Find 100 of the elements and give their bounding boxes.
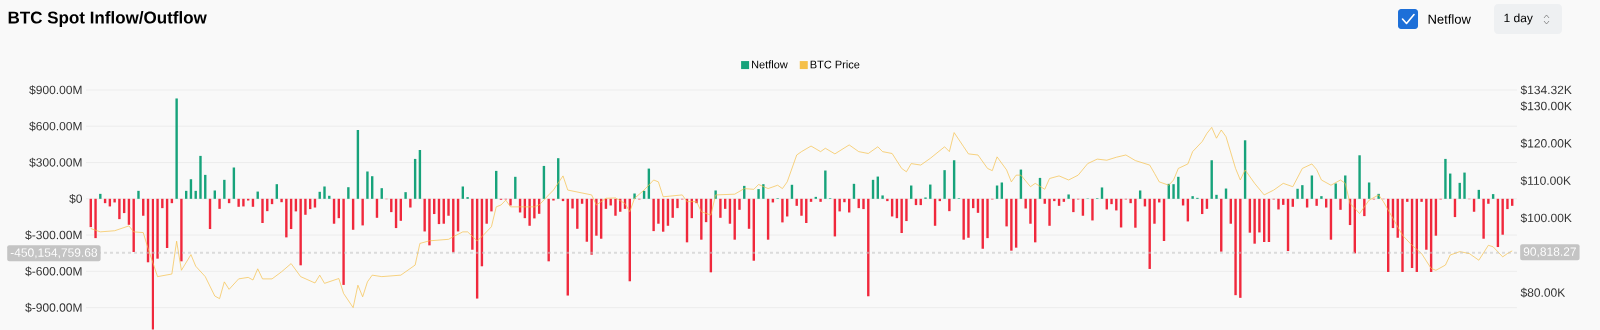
y2-tick-label: $100.00K (1520, 213, 1572, 223)
bar (838, 198, 841, 212)
bar (819, 198, 822, 202)
bar (1491, 194, 1495, 199)
bar (905, 198, 908, 222)
bar (1253, 198, 1256, 244)
bar (366, 171, 369, 199)
chart-title: BTC Spot Inflow/Outflow (8, 11, 207, 27)
bar (175, 98, 178, 199)
bar (1358, 155, 1361, 199)
bar (1129, 198, 1132, 204)
bar (886, 198, 889, 202)
bar (161, 198, 164, 209)
bar (1234, 198, 1237, 296)
bar (1315, 198, 1318, 206)
bar (490, 198, 493, 212)
bar (1091, 198, 1094, 221)
bar (1506, 198, 1509, 210)
bar (361, 198, 364, 226)
bar (1339, 198, 1342, 210)
bar (213, 190, 216, 199)
bar (285, 198, 288, 238)
bar (1425, 198, 1428, 250)
bar (948, 198, 951, 212)
bar (900, 198, 903, 234)
bar (323, 186, 326, 199)
bar (576, 198, 579, 229)
bar (223, 179, 226, 199)
bar (1463, 172, 1466, 199)
y-tick-label: $0 (69, 193, 83, 204)
bar (347, 187, 350, 199)
bar (118, 198, 121, 220)
bar (962, 198, 965, 240)
bar (404, 192, 407, 199)
bar (94, 198, 97, 239)
bar (409, 198, 412, 208)
text: Netflow (1428, 14, 1471, 24)
bar (299, 198, 302, 266)
y2-tick-label: $110.00K (1520, 175, 1571, 186)
y-tick-label: $300.00M (29, 157, 82, 168)
bar (1048, 198, 1051, 226)
bar (423, 198, 426, 232)
bar (719, 198, 722, 218)
bar (1191, 196, 1194, 199)
bar (1277, 198, 1280, 210)
bar (1487, 198, 1490, 204)
bar (781, 198, 784, 223)
y-tick-label: $600.00M (29, 121, 82, 132)
bar (1215, 194, 1218, 199)
bar (261, 198, 264, 223)
bar (590, 198, 593, 255)
bar (180, 198, 183, 262)
bar (280, 198, 283, 203)
text: 1 day (1504, 13, 1533, 25)
bar (1134, 198, 1137, 228)
bar (156, 198, 159, 259)
bar (1301, 185, 1304, 199)
bar (528, 198, 531, 226)
legend-label: Netflow (752, 60, 788, 69)
bar (862, 198, 865, 210)
bar (881, 195, 884, 199)
bar (113, 198, 116, 203)
bar (1239, 198, 1242, 298)
bar (428, 198, 431, 246)
bar (1258, 198, 1261, 233)
bar (1482, 198, 1485, 239)
bar (199, 155, 202, 199)
y2-tick-label: $120.00K (1520, 138, 1572, 149)
bar (1067, 194, 1070, 199)
bar (447, 198, 450, 216)
bar (304, 198, 307, 215)
y-tick-label: $-600.00M (25, 266, 82, 277)
bar (1296, 188, 1299, 199)
bar (99, 193, 102, 199)
bar (700, 198, 703, 240)
bar (657, 198, 660, 224)
bar (1005, 198, 1008, 227)
bar (843, 198, 846, 203)
bar (1053, 198, 1056, 202)
bar (595, 198, 598, 236)
bar (986, 198, 989, 239)
bar (824, 170, 827, 199)
bar (485, 198, 488, 224)
bar (967, 198, 970, 238)
bar (800, 198, 803, 216)
bar (738, 198, 741, 210)
bar (1115, 198, 1118, 211)
bar (137, 190, 140, 199)
bar (1177, 176, 1180, 199)
bar (471, 198, 474, 250)
bar (609, 198, 612, 206)
bar (1320, 196, 1323, 199)
bar (1029, 198, 1032, 224)
bar (1010, 198, 1013, 251)
bar (757, 189, 760, 199)
bar (652, 198, 655, 232)
bar (242, 198, 245, 207)
bar (1420, 198, 1423, 202)
bar (1172, 184, 1175, 199)
ref-line-label: -450,154,759.68 (10, 248, 98, 259)
